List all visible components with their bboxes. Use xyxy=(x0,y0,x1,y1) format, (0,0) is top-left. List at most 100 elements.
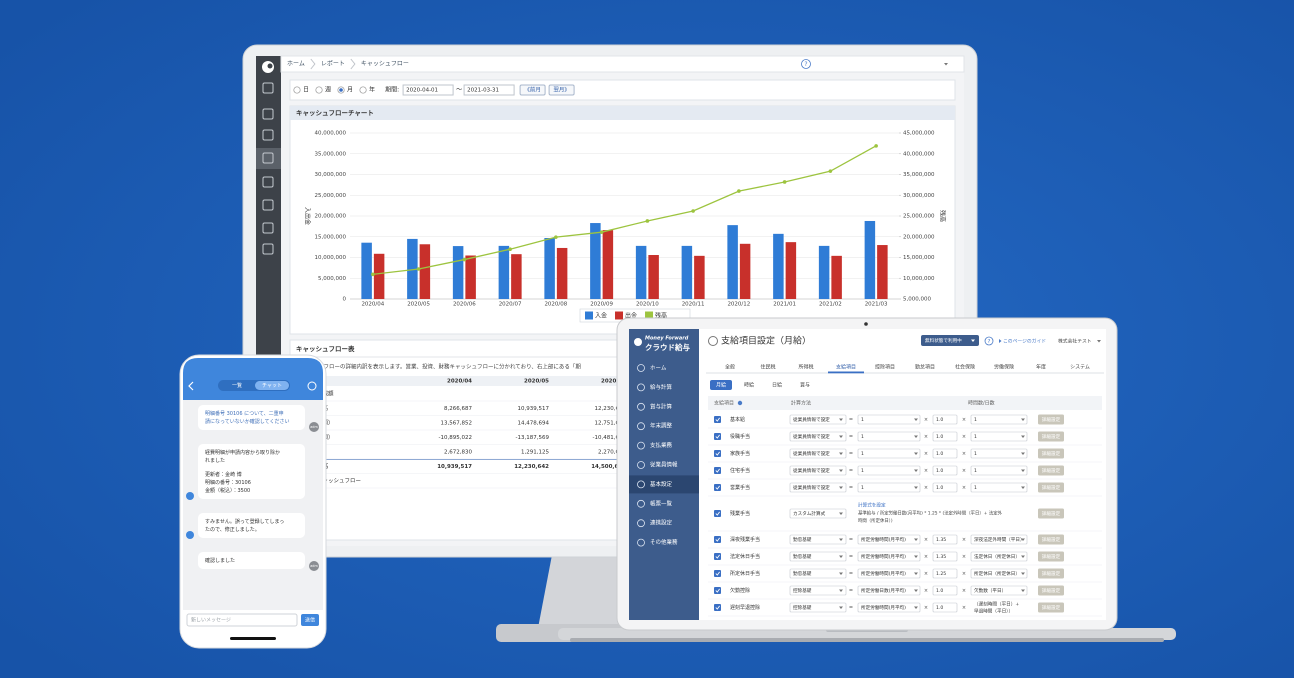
detail-button[interactable] xyxy=(1038,534,1064,545)
select-box[interactable] xyxy=(932,568,958,579)
checkbox[interactable] xyxy=(714,536,721,543)
tab[interactable]: 全般 xyxy=(725,364,735,371)
chat-tab[interactable]: チャット xyxy=(262,383,282,389)
detail-button[interactable] xyxy=(1038,585,1064,596)
message-input[interactable] xyxy=(186,613,298,627)
checkbox[interactable] xyxy=(714,416,721,423)
detail-button[interactable] xyxy=(1038,448,1064,459)
select-box[interactable] xyxy=(970,448,1028,459)
tab[interactable]: 社会保険 xyxy=(955,364,975,371)
checkbox[interactable] xyxy=(714,604,721,611)
select-box[interactable] xyxy=(857,465,921,476)
tab[interactable]: 控除項目 xyxy=(875,364,895,371)
select-box[interactable] xyxy=(789,431,847,442)
guide-link[interactable]: このページのガイド xyxy=(1003,338,1046,345)
nav-item[interactable]: 支払業務 xyxy=(650,441,673,449)
select-box[interactable] xyxy=(932,551,958,562)
nav-item[interactable]: ホーム xyxy=(650,365,667,372)
nav-item[interactable]: 基本設定 xyxy=(650,480,673,488)
select-box[interactable] xyxy=(932,414,958,425)
select-box[interactable] xyxy=(789,551,847,562)
breadcrumb-item[interactable]: キャッシュフロー xyxy=(361,61,409,68)
tab[interactable]: 住民税 xyxy=(760,364,775,371)
detail-button[interactable] xyxy=(1038,602,1064,613)
tab[interactable]: 勤怠項目 xyxy=(915,364,935,371)
sidebar-icon[interactable] xyxy=(262,199,274,211)
sidebar-icon[interactable] xyxy=(262,129,274,141)
checkbox[interactable] xyxy=(714,433,721,440)
select-box[interactable] xyxy=(789,508,847,519)
checkbox[interactable] xyxy=(714,484,721,491)
detail-button[interactable] xyxy=(1038,551,1064,562)
select-box[interactable] xyxy=(932,465,958,476)
select-box[interactable] xyxy=(857,585,921,596)
select-box[interactable] xyxy=(932,534,958,545)
select-box[interactable] xyxy=(970,465,1028,476)
subtab[interactable]: 日給 xyxy=(772,382,782,389)
tab[interactable]: 年度 xyxy=(1036,364,1046,371)
select-box[interactable] xyxy=(789,482,847,493)
select-box[interactable] xyxy=(857,602,921,613)
detail-button[interactable] xyxy=(1038,414,1064,425)
select-box[interactable] xyxy=(857,534,921,545)
sidebar-icon[interactable] xyxy=(262,243,274,255)
detail-button[interactable] xyxy=(1038,431,1064,442)
nav-item[interactable]: 給与計算 xyxy=(650,383,673,391)
select-box[interactable] xyxy=(857,414,921,425)
sidebar-icon[interactable] xyxy=(262,82,274,94)
subtab[interactable]: 月給 xyxy=(716,382,726,389)
detail-button[interactable] xyxy=(1038,465,1064,476)
select-box[interactable] xyxy=(970,482,1028,493)
radio[interactable] xyxy=(293,86,301,94)
prev-button[interactable] xyxy=(519,84,546,96)
select-box[interactable] xyxy=(970,585,1028,596)
select-box[interactable] xyxy=(789,585,847,596)
checkbox[interactable] xyxy=(714,553,721,560)
select-box[interactable] xyxy=(857,431,921,442)
date-input[interactable] xyxy=(463,84,515,96)
send-button[interactable] xyxy=(301,614,319,626)
radio[interactable] xyxy=(315,86,323,94)
select-box[interactable] xyxy=(789,448,847,459)
formula-link[interactable]: 計算式を設定 xyxy=(858,502,886,509)
select-box[interactable] xyxy=(970,534,1028,545)
select-box[interactable] xyxy=(970,414,1028,425)
nav-item[interactable]: その他業務 xyxy=(650,538,678,546)
select-box[interactable] xyxy=(789,534,847,545)
select-box[interactable] xyxy=(932,482,958,493)
nav-item[interactable]: 賞与計算 xyxy=(650,402,673,410)
tab[interactable]: 労働保険 xyxy=(994,364,1014,371)
select-box[interactable] xyxy=(857,551,921,562)
date-input[interactable] xyxy=(402,84,454,96)
select-box[interactable] xyxy=(970,568,1028,579)
checkbox[interactable] xyxy=(714,510,721,517)
next-button[interactable] xyxy=(548,84,575,96)
select-box[interactable] xyxy=(932,602,958,613)
nav-item[interactable]: 従業員情報 xyxy=(650,461,678,469)
nav-item[interactable]: 連携設定 xyxy=(650,519,673,527)
select-box[interactable] xyxy=(789,465,847,476)
checkbox[interactable] xyxy=(714,450,721,457)
subtab[interactable]: 賞与 xyxy=(800,382,810,389)
select-box[interactable] xyxy=(970,431,1028,442)
select-box[interactable] xyxy=(932,431,958,442)
sidebar-icon[interactable] xyxy=(262,108,274,120)
checkbox[interactable] xyxy=(714,570,721,577)
radio[interactable] xyxy=(359,86,367,94)
select-box[interactable] xyxy=(789,414,847,425)
tab[interactable]: システム xyxy=(1070,365,1090,371)
detail-button[interactable] xyxy=(1038,568,1064,579)
checkbox[interactable] xyxy=(714,467,721,474)
detail-button[interactable] xyxy=(1038,482,1064,493)
select-box[interactable] xyxy=(789,602,847,613)
sidebar-icon[interactable] xyxy=(262,176,274,188)
nav-item[interactable]: 年末調整 xyxy=(650,422,673,430)
sidebar-icon[interactable] xyxy=(262,152,274,164)
nav-item[interactable]: 帳票一覧 xyxy=(650,499,673,507)
status-button[interactable] xyxy=(921,335,979,346)
tab[interactable]: 支給項目 xyxy=(836,364,856,371)
sidebar-icon[interactable] xyxy=(262,222,274,234)
subtab[interactable]: 時給 xyxy=(744,382,754,389)
breadcrumb-item[interactable]: レポート xyxy=(321,60,345,68)
select-box[interactable] xyxy=(857,448,921,459)
